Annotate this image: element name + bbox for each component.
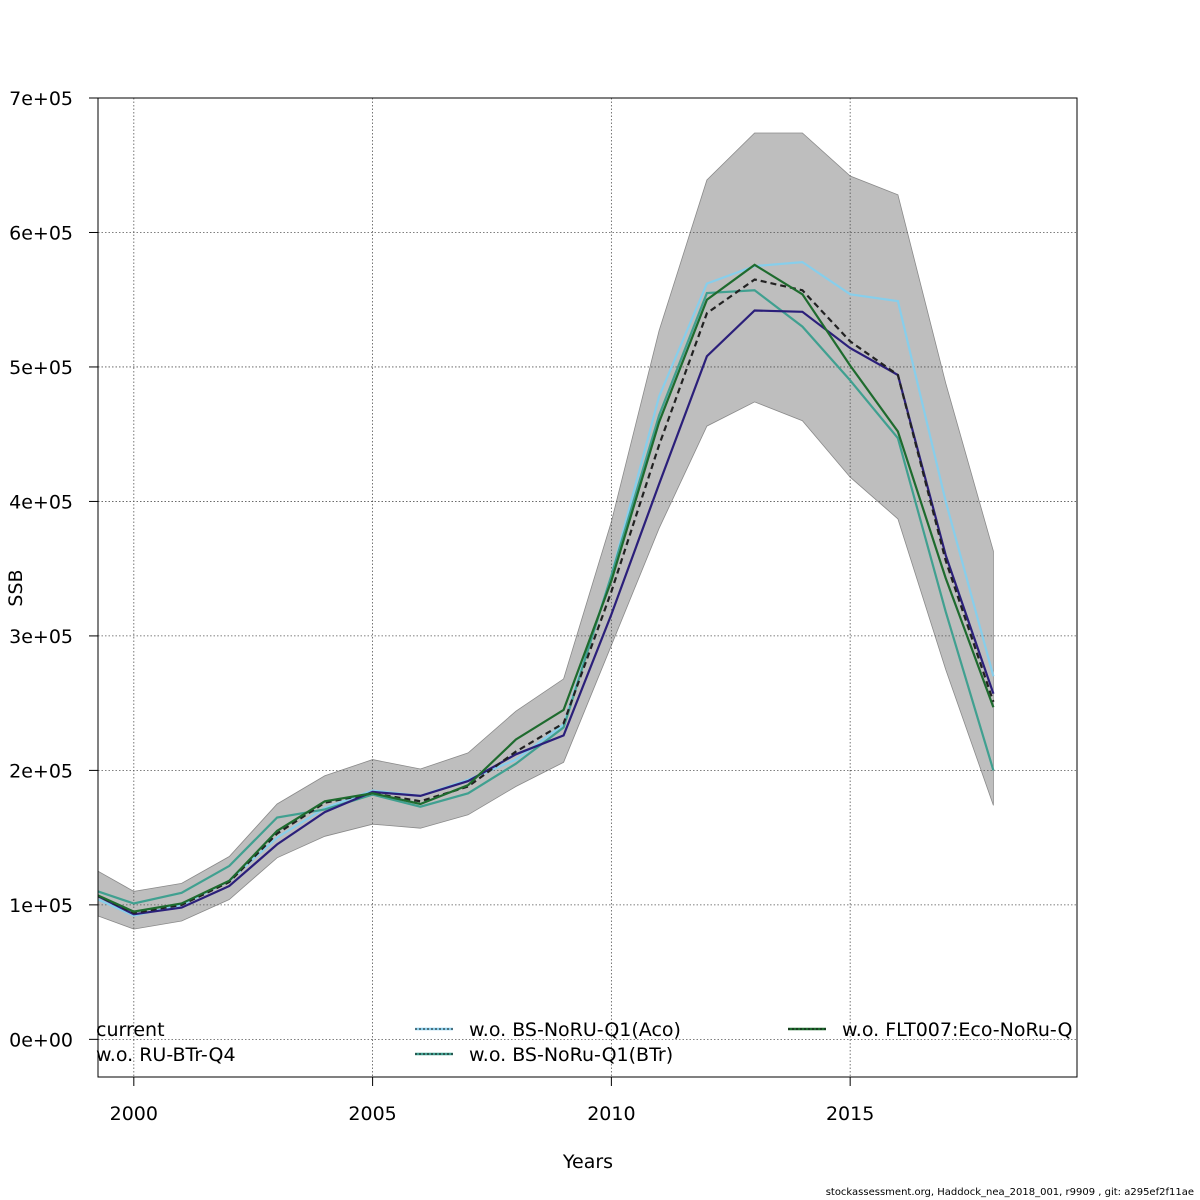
y-tick-label: 4e+05 bbox=[9, 491, 73, 513]
y-axis-title: SSB bbox=[5, 569, 27, 606]
y-tick-label: 5e+05 bbox=[9, 357, 73, 379]
axes: 2000 2005 2010 2015 0e+00 1e+05 2e+05 3e+05 4e+0… bbox=[9, 88, 1078, 1125]
legend-label: w.o. BS-NoRU-Q1(Aco) bbox=[469, 1019, 681, 1041]
x-axis-title: Years bbox=[562, 1151, 613, 1173]
legend-label: w.o. BS-NoRu-Q1(BTr) bbox=[469, 1044, 673, 1066]
series-line-w-o-ru-btr-q4 bbox=[98, 309, 995, 916]
y-tick-label: 0e+00 bbox=[9, 1029, 73, 1051]
x-tick-label: 2015 bbox=[826, 1103, 874, 1125]
legend-label: w.o. RU-BTr-Q4 bbox=[96, 1044, 236, 1066]
x-tick-label: 2005 bbox=[348, 1103, 396, 1125]
y-tick-label: 7e+05 bbox=[9, 88, 73, 110]
legend-label: w.o. FLT007:Eco-NoRu-Q bbox=[842, 1019, 1072, 1041]
series-lines bbox=[98, 260, 995, 917]
footer-credit: stockassessment.org, Haddock_nea_2018_00… bbox=[825, 1187, 1194, 1198]
y-tick-label: 6e+05 bbox=[9, 222, 73, 244]
plot-frame bbox=[97, 97, 1078, 1078]
y-tick-label: 1e+05 bbox=[9, 895, 73, 917]
series-line-w-o-flt007-eco-noru-q bbox=[98, 263, 995, 913]
y-tick-label: 2e+05 bbox=[9, 760, 73, 782]
x-tick-label: 2000 bbox=[110, 1103, 158, 1125]
legend-label: current bbox=[96, 1019, 165, 1041]
y-tick-label: 3e+05 bbox=[9, 626, 73, 648]
confidence-band-group bbox=[98, 132, 994, 930]
x-tick-label: 2010 bbox=[587, 1103, 635, 1125]
legend: current w.o. RU-BTr-Q4 w.o. BS-NoRU-Q1(Aco… bbox=[96, 1019, 1072, 1066]
confidence-band bbox=[98, 132, 994, 930]
